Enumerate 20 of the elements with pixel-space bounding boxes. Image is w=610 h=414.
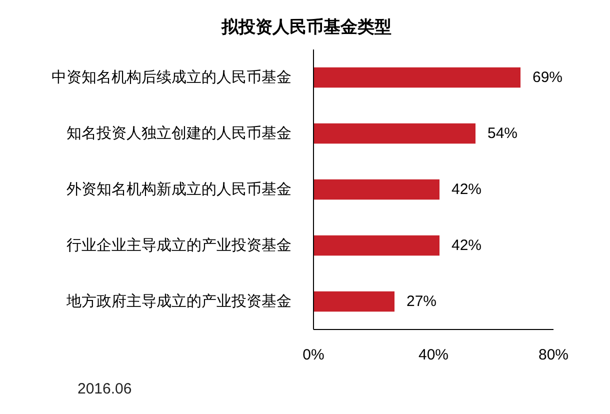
data-label: 69% [532,69,563,86]
x-tick-label: 80% [538,346,569,364]
chart-title: 拟投资人民币基金类型 [220,18,392,36]
bar [314,291,394,312]
x-tick-label: 0% [302,346,324,364]
bar [314,179,440,200]
x-tick-label: 40% [418,346,449,364]
data-label: 27% [406,293,437,310]
data-label: 42% [452,181,482,198]
bar [314,123,476,144]
y-tick-label: 行业企业主导成立的产业投资基金 [66,237,292,254]
data-label: 54% [488,125,518,142]
bar [314,235,440,256]
text: 2016.06 [78,380,132,398]
data-label: 42% [452,237,482,254]
y-tick-label: 中资知名机构后续成立的人民币基金 [52,69,292,86]
y-tick-label: 知名投资人独立创建的人民币基金 [66,125,292,142]
y-tick-label: 外资知名机构新成立的人民币基金 [66,181,292,198]
bar [314,67,520,88]
y-tick-label: 地方政府主导成立的产业投资基金 [66,293,292,310]
